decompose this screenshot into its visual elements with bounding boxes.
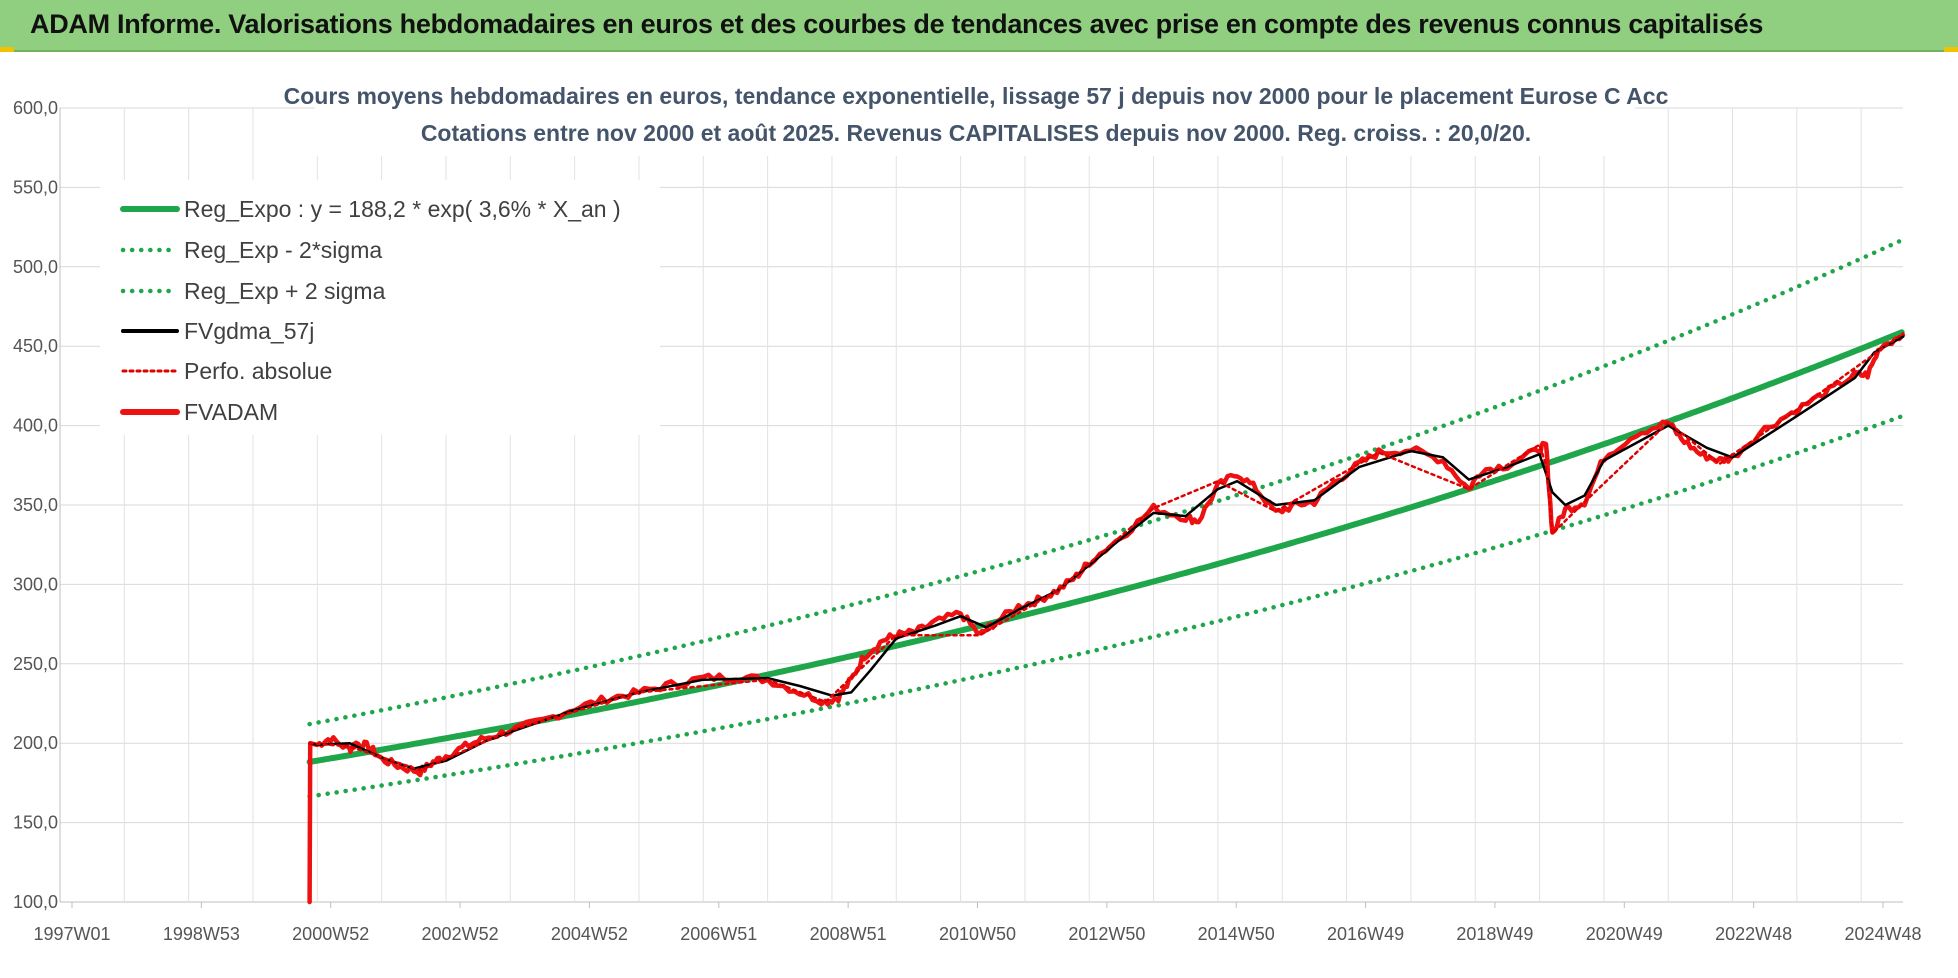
y-tick-label: 500,0 — [13, 257, 58, 277]
legend-label-reg-exp-minus: Reg_Exp - 2*sigma — [184, 237, 382, 263]
chart-area: 100,0 150,0 200,0 250,0 300,0 350,0 400,0 450,0… — [0, 52, 1958, 978]
x-tick-label: 2016W49 — [1327, 924, 1404, 944]
series-layer — [306, 237, 1906, 905]
legend-item-reg-exp-plus: Reg_Exp + 2 sigma — [120, 278, 386, 304]
x-tick-label: 2002W52 — [422, 924, 499, 944]
corner-marker — [1944, 47, 1958, 52]
legend-label-fvgdma: FVgdma_57j — [184, 318, 314, 344]
x-tick-label: 2008W51 — [810, 924, 887, 944]
legend-label-reg-exp-plus: Reg_Exp + 2 sigma — [184, 278, 386, 304]
x-tick-label: 2000W52 — [292, 924, 369, 944]
report-title: ADAM Informe. Valorisations hebdomadaire… — [30, 9, 1764, 39]
chart-title-block: Cours moyens hebdomadaires en euros, ten… — [284, 78, 1669, 156]
legend-item-reg-exp-minus: Reg_Exp - 2*sigma — [120, 237, 382, 263]
legend-item-fvgdma: FVgdma_57j — [121, 318, 314, 344]
y-tick-label: 400,0 — [13, 416, 58, 436]
legend: Reg_Expo : y = 188,2 * exp( 3,6% * X_an … — [100, 180, 660, 435]
x-axis-tick-labels: 1997W01 1998W53 2000W52 2002W52 2004W52 2006W… — [33, 902, 1922, 944]
y-tick-label: 550,0 — [13, 177, 58, 197]
corner-marker — [0, 47, 14, 52]
y-tick-label: 350,0 — [13, 495, 58, 515]
x-tick-label: 2004W52 — [551, 924, 628, 944]
chart-title-background — [315, 78, 1635, 156]
series-reg-exp-plus — [307, 237, 1904, 727]
x-tick-label: 2014W50 — [1198, 924, 1275, 944]
x-tick-label: 2024W48 — [1844, 924, 1921, 944]
y-tick-label: 150,0 — [13, 813, 58, 833]
y-tick-label: 200,0 — [13, 733, 58, 753]
x-tick-label: 2018W49 — [1456, 924, 1533, 944]
x-tick-label: 2012W50 — [1068, 924, 1145, 944]
legend-label-reg-expo: Reg_Expo : y = 188,2 * exp( 3,6% * X_an … — [184, 196, 621, 222]
legend-item-reg-expo: Reg_Expo : y = 188,2 * exp( 3,6% * X_an … — [120, 196, 621, 222]
x-tick-label: 1997W01 — [33, 924, 110, 944]
x-tick-label: 1998W53 — [163, 924, 240, 944]
x-tick-label: 2022W48 — [1715, 924, 1792, 944]
y-axis-tick-labels: 100,0 150,0 200,0 250,0 300,0 350,0 400,0 450,0… — [13, 98, 58, 912]
legend-item-perfo-absolue: Perfo. absolue — [121, 358, 332, 384]
x-tick-label: 2020W49 — [1586, 924, 1663, 944]
legend-item-fvadam: FVADAM — [120, 399, 278, 425]
y-tick-label: 300,0 — [13, 574, 58, 594]
y-tick-label: 100,0 — [13, 892, 58, 912]
chart-title-line-2: Cotations entre nov 2000 et août 2025. R… — [421, 120, 1531, 146]
y-tick-label: 600,0 — [13, 98, 58, 118]
legend-label-fvadam: FVADAM — [184, 399, 278, 425]
legend-background — [100, 180, 660, 435]
y-tick-label: 450,0 — [13, 336, 58, 356]
chart-title-line-1: Cours moyens hebdomadaires en euros, ten… — [284, 83, 1669, 109]
x-tick-label: 2010W50 — [939, 924, 1016, 944]
legend-label-perfo-absolue: Perfo. absolue — [184, 358, 332, 384]
series-perfo-absolue — [308, 332, 1905, 772]
y-tick-label: 250,0 — [13, 654, 58, 674]
series-reg-expo — [306, 329, 1905, 765]
report-banner: ADAM Informe. Valorisations hebdomadaire… — [0, 0, 1958, 52]
x-tick-label: 2006W51 — [680, 924, 757, 944]
series-reg-exp-minus — [307, 414, 1904, 799]
